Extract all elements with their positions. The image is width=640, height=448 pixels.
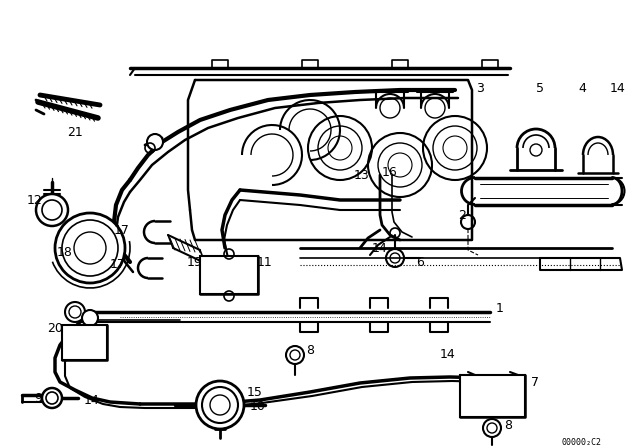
Circle shape bbox=[286, 346, 304, 364]
Text: 14: 14 bbox=[610, 82, 626, 95]
Text: 17: 17 bbox=[110, 258, 126, 271]
Circle shape bbox=[55, 213, 125, 283]
Text: 19: 19 bbox=[187, 255, 203, 268]
Text: 3: 3 bbox=[476, 82, 484, 95]
Text: 8: 8 bbox=[306, 345, 314, 358]
Text: 16: 16 bbox=[382, 165, 398, 178]
Bar bbox=[200, 256, 258, 294]
Text: 14: 14 bbox=[440, 349, 456, 362]
Text: 21: 21 bbox=[67, 125, 83, 138]
Circle shape bbox=[42, 388, 62, 408]
Text: 2: 2 bbox=[458, 208, 466, 221]
Circle shape bbox=[196, 381, 244, 429]
Text: 1: 1 bbox=[496, 302, 504, 314]
Text: 15: 15 bbox=[247, 385, 263, 399]
Text: 9: 9 bbox=[34, 392, 42, 405]
Text: 00000₂C2: 00000₂C2 bbox=[562, 438, 602, 447]
Text: 4: 4 bbox=[578, 82, 586, 95]
Text: 10: 10 bbox=[250, 400, 266, 413]
Text: 17: 17 bbox=[114, 224, 130, 237]
Text: 18: 18 bbox=[57, 246, 73, 258]
Text: 14: 14 bbox=[372, 241, 388, 254]
Circle shape bbox=[65, 302, 85, 322]
Bar bbox=[62, 325, 107, 360]
Text: 8: 8 bbox=[504, 418, 512, 431]
Text: 7: 7 bbox=[531, 375, 539, 388]
Circle shape bbox=[82, 310, 98, 326]
Text: 14: 14 bbox=[84, 393, 100, 406]
Text: 20: 20 bbox=[47, 322, 63, 335]
Circle shape bbox=[36, 194, 68, 226]
Circle shape bbox=[147, 134, 163, 150]
Text: 6: 6 bbox=[416, 257, 424, 270]
Text: 13: 13 bbox=[354, 168, 370, 181]
Text: 5: 5 bbox=[536, 82, 544, 95]
Text: 12: 12 bbox=[27, 194, 43, 207]
Text: 11: 11 bbox=[257, 255, 273, 268]
Bar bbox=[460, 375, 525, 417]
Circle shape bbox=[483, 419, 501, 437]
